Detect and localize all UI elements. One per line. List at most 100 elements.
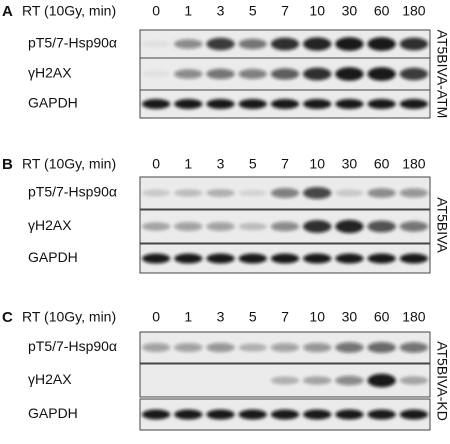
bands	[270, 373, 429, 388]
row-label: γH2AX	[28, 371, 72, 387]
row-label: pT5/7-Hsp90α	[28, 338, 117, 354]
band	[335, 409, 364, 420]
band	[303, 187, 332, 199]
band	[399, 342, 429, 353]
timepoint-label: 7	[281, 3, 289, 19]
band	[367, 373, 396, 388]
band	[238, 222, 267, 231]
band	[238, 409, 267, 420]
timepoint-label: 3	[217, 3, 225, 19]
timepoint-label: 30	[342, 3, 358, 19]
band	[206, 37, 235, 51]
band	[335, 253, 364, 264]
band	[335, 67, 364, 81]
row-label: γH2AX	[28, 217, 72, 233]
band	[174, 99, 203, 109]
band	[270, 68, 300, 80]
timepoint-label: 180	[402, 3, 426, 19]
band	[303, 37, 332, 51]
band	[238, 253, 267, 264]
band	[303, 342, 332, 353]
bands	[141, 253, 429, 264]
row-label: pT5/7-Hsp90α	[28, 184, 117, 200]
timepoint-label: 1	[184, 3, 192, 19]
band	[399, 221, 429, 232]
treatment-label: RT (10Gy, min)	[22, 309, 116, 325]
bands	[141, 409, 429, 420]
band	[206, 342, 235, 353]
band	[367, 37, 396, 51]
timepoint-label: 1	[184, 156, 192, 172]
timepoint-label: 5	[249, 309, 257, 325]
band	[141, 222, 171, 231]
treatment-label: RT (10Gy, min)	[22, 156, 116, 172]
band	[174, 222, 203, 231]
band	[270, 343, 300, 352]
bands	[141, 99, 429, 109]
cell-line-label: AT5BIVA-KD	[434, 341, 450, 421]
band	[141, 40, 171, 48]
timepoint-label: 30	[342, 309, 358, 325]
band	[399, 376, 429, 385]
band	[399, 67, 429, 81]
band	[270, 376, 300, 385]
band	[206, 222, 235, 231]
band	[141, 99, 171, 109]
band	[335, 99, 364, 109]
timepoint-label: 180	[402, 156, 426, 172]
band	[206, 189, 235, 197]
timepoint-label: 0	[152, 3, 160, 19]
timepoint-label: 60	[374, 156, 390, 172]
row-label: γH2AX	[28, 65, 72, 81]
band	[367, 188, 396, 198]
timepoint-label: 7	[281, 156, 289, 172]
bands	[141, 342, 429, 353]
band	[270, 37, 300, 51]
band	[174, 39, 203, 49]
bands	[141, 219, 429, 234]
band	[141, 189, 171, 197]
panel-label: A	[2, 3, 13, 20]
row-label: pT5/7-Hsp90α	[28, 35, 117, 51]
band	[303, 99, 332, 109]
band	[367, 220, 396, 233]
timepoint-label: 10	[309, 3, 325, 19]
band	[399, 253, 429, 264]
band	[335, 375, 364, 386]
band	[399, 37, 429, 51]
band	[174, 253, 203, 264]
band	[335, 37, 364, 51]
timepoint-label: 180	[402, 309, 426, 325]
band	[399, 409, 429, 420]
band	[238, 38, 267, 50]
timepoint-label: 10	[309, 309, 325, 325]
timepoint-label: 3	[217, 309, 225, 325]
timepoint-label: 7	[281, 309, 289, 325]
band	[141, 343, 171, 352]
band	[399, 188, 429, 198]
timepoint-label: 0	[152, 156, 160, 172]
band	[238, 99, 267, 109]
panel-label: B	[2, 156, 13, 173]
band	[303, 220, 332, 233]
band	[303, 409, 332, 420]
band	[270, 99, 300, 109]
band	[174, 409, 203, 420]
band	[367, 99, 396, 109]
timepoint-label: 3	[217, 156, 225, 172]
band	[335, 219, 364, 234]
timepoint-label: 5	[249, 3, 257, 19]
bands	[141, 37, 429, 51]
band	[141, 70, 171, 78]
band	[303, 376, 332, 385]
band	[303, 253, 332, 264]
cell-line-label: AT5BIVA	[434, 197, 450, 253]
band	[141, 409, 171, 420]
timepoint-label: 1	[184, 309, 192, 325]
band	[367, 409, 396, 420]
band	[206, 409, 235, 420]
band	[174, 189, 203, 197]
timepoint-label: 5	[249, 156, 257, 172]
bands	[141, 67, 429, 81]
band	[335, 189, 364, 197]
